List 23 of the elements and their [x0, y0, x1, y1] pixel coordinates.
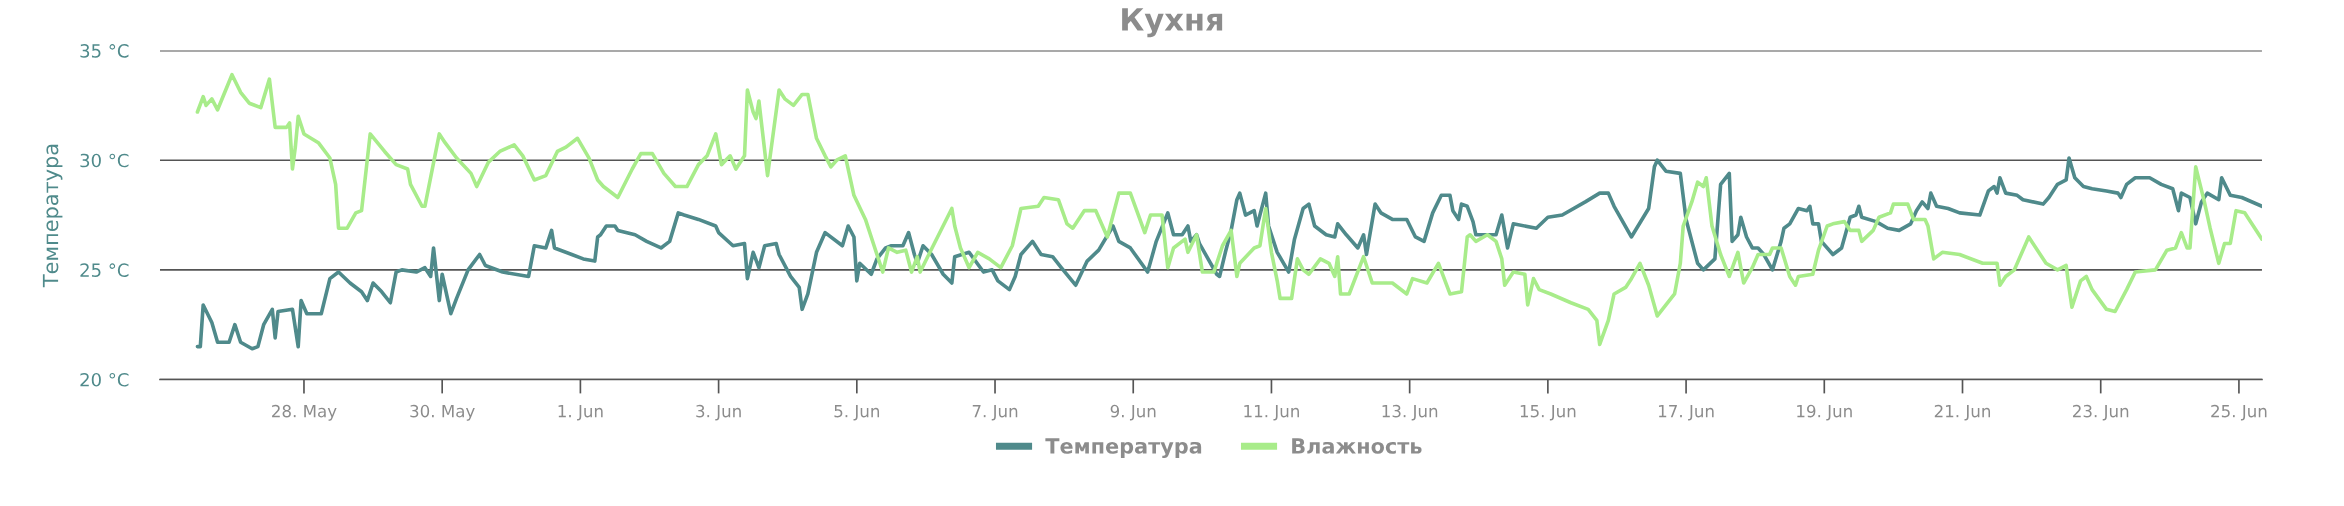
y-tick-label: 25 °C	[80, 263, 129, 277]
x-tick-label: 1. Jun	[558, 405, 603, 421]
y-axis-title: Температура	[42, 144, 63, 288]
x-tick-label: 17. Jun	[1658, 405, 1714, 421]
x-tick-label: 21. Jun	[1934, 404, 1991, 421]
x-tick-label: 28. May	[272, 404, 337, 421]
x-tick-label: 25. Jun	[2211, 404, 2267, 421]
x-tick-label: 30. May	[410, 404, 475, 421]
legend-label: Влажность	[1292, 438, 1422, 454]
x-tick-label: 9. Jun	[1110, 404, 1156, 421]
x-tick-label: 7. Jun	[972, 405, 1018, 421]
x-tick-label: 3. Jun	[696, 404, 741, 421]
x-tick-label: 11. Jun	[1244, 405, 1299, 421]
x-tick-label: 23. Jun	[2073, 404, 2129, 421]
x-tick-label: 15. Jun	[1520, 405, 1576, 421]
y-tick-label: 20 °C	[80, 372, 129, 387]
chart-title: Кухня	[1122, 8, 1223, 38]
y-tick-label: 30 °C	[80, 153, 129, 168]
x-tick-label: 19. Jun	[1797, 404, 1852, 421]
legend-label: Температура	[1045, 438, 1202, 459]
y-tick-label: 35 °C	[80, 44, 129, 58]
x-tick-label: 13. Jun	[1382, 404, 1438, 421]
x-tick-label: 5. Jun	[834, 405, 880, 421]
